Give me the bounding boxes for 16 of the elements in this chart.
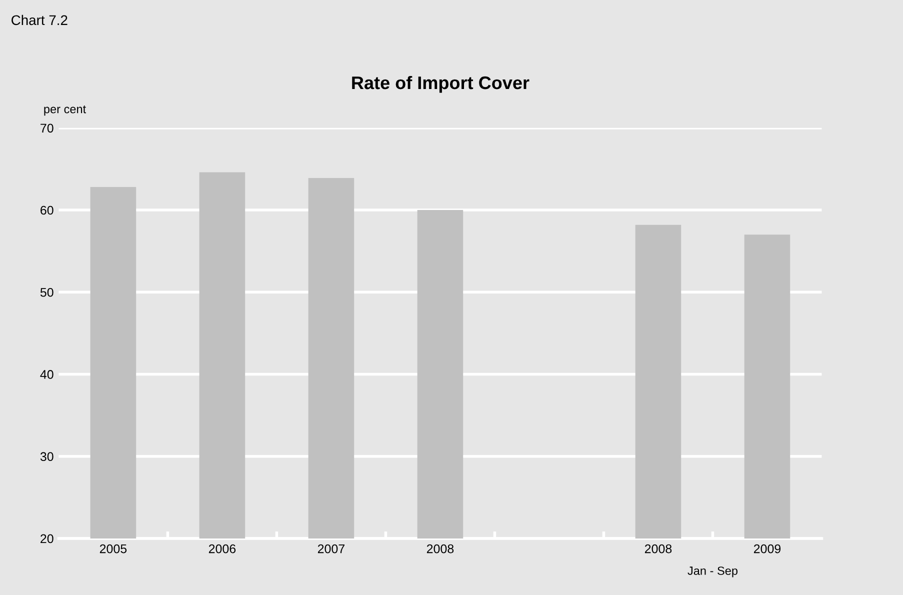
x-tick-label: 2008 [644, 544, 672, 554]
y-tick-label: 50 [40, 288, 54, 297]
caption: Chart 7.2 [12, 14, 68, 26]
y-tick-label: 70 [40, 124, 54, 133]
y-tick-label: 30 [40, 452, 54, 462]
y-tick-label: 20 [40, 534, 54, 544]
x-tick-label: 2006 [208, 544, 236, 554]
x-tick-label: 2008 [426, 544, 454, 554]
x-tick-label: 2005 [100, 544, 127, 554]
x-tick-label: 2007 [318, 544, 344, 554]
y-tick-label: 60 [40, 206, 54, 215]
text: Jan - Sep [688, 566, 738, 578]
chart-title: Rate of Import Cover [352, 76, 530, 93]
y-axis-title: per cent [44, 106, 86, 116]
x-tick-label: 2009 [754, 544, 781, 554]
y-tick-label: 40 [40, 370, 54, 379]
